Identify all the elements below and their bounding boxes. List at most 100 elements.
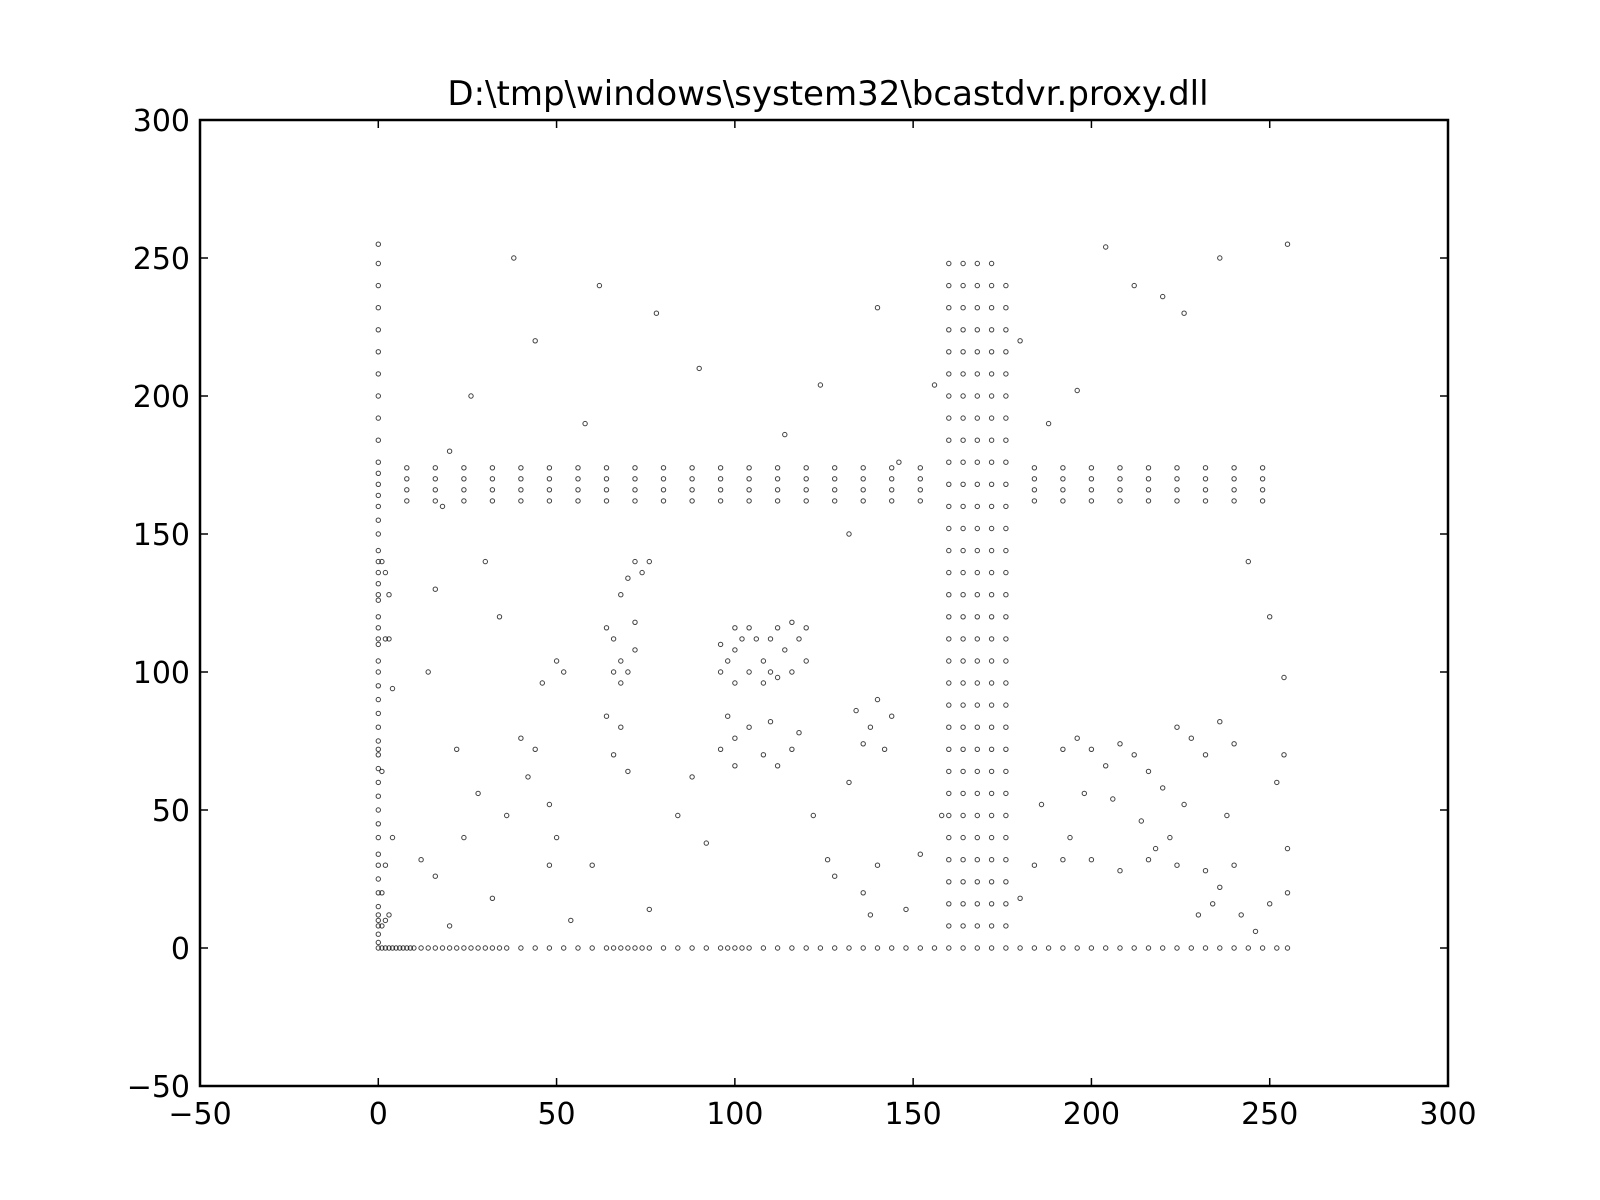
data-point [1003,282,1009,289]
data-point [1284,890,1291,896]
data-point [1217,255,1223,261]
data-point [375,807,381,813]
data-point [1231,465,1237,471]
data-point [618,680,624,686]
data-point [960,636,966,642]
data-point [846,531,852,537]
data-point [1167,834,1173,841]
data-point [896,459,902,465]
data-point [589,862,595,868]
y-tick-label: 250 [133,242,190,277]
data-point [375,710,381,717]
data-point [689,774,695,780]
data-point [1145,768,1152,775]
data-point [1003,768,1009,775]
data-point [988,724,995,730]
data-point [988,305,995,311]
data-point [375,327,381,333]
data-point [382,917,389,924]
data-point [717,476,724,482]
data-point [960,592,966,598]
data-point [603,487,610,493]
data-point [1117,487,1123,493]
data-point [603,476,610,482]
data-point [1284,845,1291,852]
data-point [489,895,496,901]
data-point [903,945,909,951]
data-point [946,437,952,443]
data-point [988,945,995,951]
data-point [1174,724,1180,730]
data-point [404,465,410,471]
data-point [653,310,660,316]
data-point [988,547,995,554]
data-point [375,724,381,730]
data-point [753,636,759,642]
data-point [618,658,624,664]
data-point [389,945,396,951]
data-point [1003,680,1009,686]
data-point [1003,879,1009,885]
data-point [1281,674,1287,681]
data-point [1003,923,1009,929]
data-point [1088,945,1095,951]
data-point [375,945,381,951]
data-point [960,371,966,377]
data-point [1003,834,1009,841]
data-point [960,790,966,797]
data-point [389,834,396,841]
data-point [717,498,724,504]
data-point [589,945,595,951]
data-point [575,465,581,471]
data-point [1045,420,1052,427]
data-point [803,476,809,482]
data-point [1003,437,1009,443]
data-point [867,912,874,918]
data-point [625,669,631,675]
data-point [1245,558,1252,565]
data-point [874,305,881,311]
data-point [1117,868,1123,874]
data-point [379,890,385,896]
data-point [1103,945,1109,951]
data-point [375,459,381,465]
data-point [832,476,838,482]
data-point [960,702,966,708]
data-point [382,569,389,576]
data-point [874,945,881,951]
data-point [1031,465,1038,471]
data-point [375,371,381,377]
data-point [375,614,381,620]
data-point [432,465,438,471]
data-point [468,393,474,399]
data-point [689,465,695,471]
data-point [518,945,524,951]
data-point [625,575,631,581]
data-point [1202,945,1209,951]
data-point [803,487,809,493]
data-point [454,945,460,951]
data-point [660,476,667,482]
data-point [988,834,995,841]
data-point [553,834,560,841]
data-point [1103,763,1109,769]
data-point [1145,857,1152,863]
data-point [1238,912,1244,918]
data-point [946,282,952,289]
data-point [903,906,909,913]
data-point [789,669,795,675]
data-point [703,840,709,846]
data-point [518,735,524,741]
data-point [1131,752,1137,758]
data-point [974,901,980,907]
data-point [375,765,381,772]
data-point [375,437,381,443]
data-point [774,625,781,631]
data-point [375,492,381,499]
data-point [675,812,681,819]
data-point [974,724,980,730]
data-point [988,327,995,333]
data-point [974,857,980,863]
data-point [1224,812,1230,819]
